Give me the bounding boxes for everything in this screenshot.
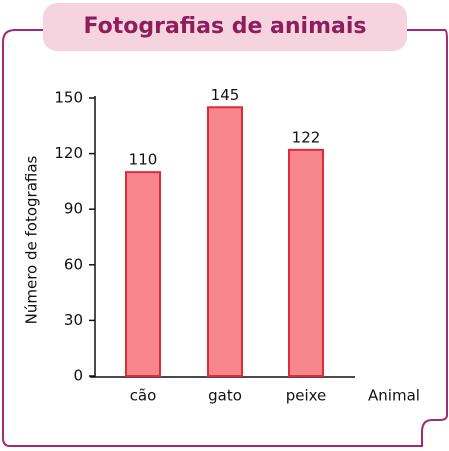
- y-axis-label: Número de fotografias: [23, 155, 41, 324]
- chart-title: Fotografias de animais: [83, 14, 366, 39]
- x-tick-label: cão: [130, 387, 157, 405]
- y-tick-label: 0: [73, 367, 83, 385]
- frame: [1, 29, 448, 447]
- x-tick-label: peixe: [286, 387, 327, 405]
- y-tick-label: 120: [54, 144, 83, 162]
- bar: [125, 171, 161, 377]
- x-tick-label: gato: [208, 387, 242, 405]
- bar: [207, 106, 243, 378]
- y-tick-label: 90: [64, 200, 83, 218]
- x-axis-label: Animal: [368, 387, 420, 405]
- value-label: 110: [129, 151, 158, 169]
- y-tick-label: 60: [64, 255, 83, 273]
- y-tick-label: 150: [54, 89, 83, 107]
- title-tab: [43, 3, 407, 51]
- value-label: 122: [292, 128, 321, 146]
- y-tick-label: 30: [64, 311, 83, 329]
- bar: [288, 148, 324, 377]
- value-label: 145: [211, 86, 240, 104]
